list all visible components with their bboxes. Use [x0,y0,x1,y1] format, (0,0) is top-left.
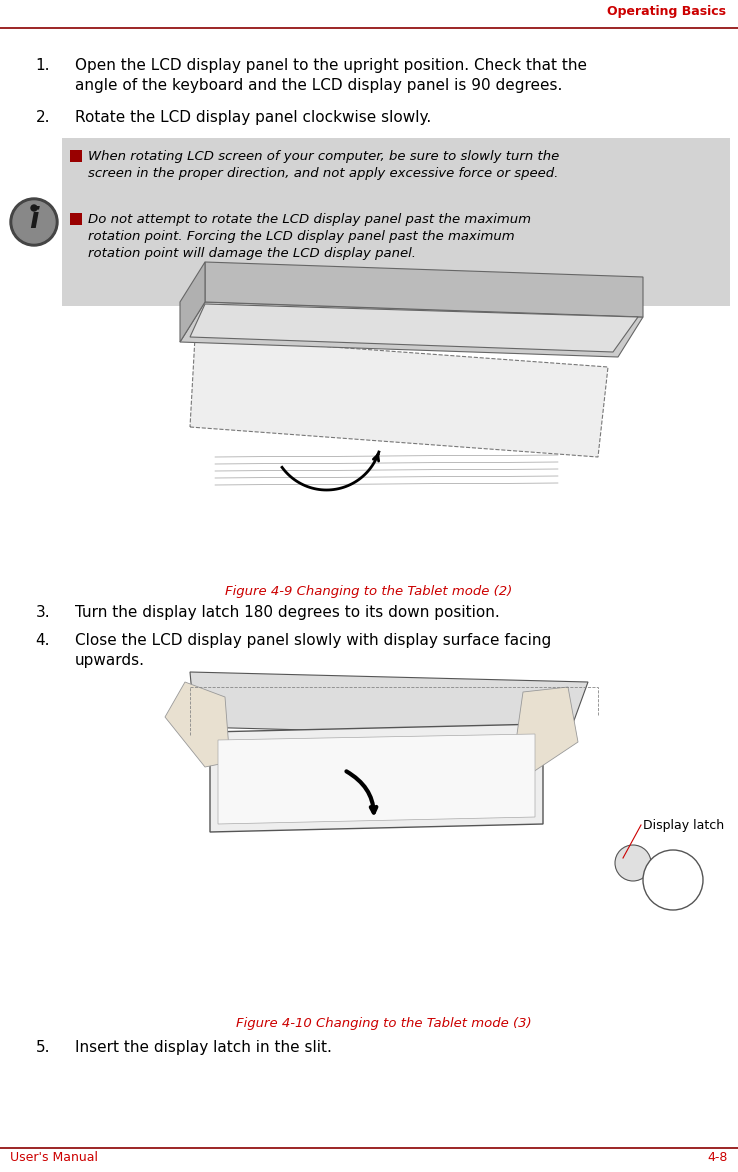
Bar [70,213,82,225]
Circle shape [615,845,651,881]
Bar [70,150,82,162]
Text: i: i [30,206,39,234]
Polygon shape [180,263,205,342]
Text: Turn the display latch 180 degrees to its down position.: Turn the display latch 180 degrees to it… [75,605,500,620]
Text: Do not attempt to rotate the LCD display panel past the maximum
rotation point. : Do not attempt to rotate the LCD display… [88,213,531,260]
Text: Open the LCD display panel to the upright position. Check that the
angle of the : Open the LCD display panel to the uprigh… [75,57,587,93]
Polygon shape [165,682,230,766]
Text: User's Manual: User's Manual [10,1151,98,1164]
Text: Display latch: Display latch [643,818,724,831]
Text: Figure 4-10 Changing to the Tablet mode (3): Figure 4-10 Changing to the Tablet mode … [236,1017,532,1030]
Text: Insert the display latch in the slit.: Insert the display latch in the slit. [75,1040,332,1055]
Polygon shape [190,672,588,737]
Bar [62,138,730,306]
Polygon shape [513,687,578,772]
Polygon shape [218,734,535,824]
Circle shape [13,202,55,243]
Polygon shape [180,302,643,357]
Polygon shape [205,263,643,316]
Text: 4.: 4. [35,633,50,648]
Circle shape [643,850,703,909]
Text: Rotate the LCD display panel clockwise slowly.: Rotate the LCD display panel clockwise s… [75,110,431,125]
Text: 2.: 2. [35,110,50,125]
Circle shape [10,198,58,246]
Bar [155,325,588,563]
Text: Operating Basics: Operating Basics [607,5,726,18]
Text: 4-8: 4-8 [708,1151,728,1164]
Text: 3.: 3. [35,605,50,620]
Polygon shape [190,304,638,352]
Text: Close the LCD display panel slowly with display surface facing
upwards.: Close the LCD display panel slowly with … [75,633,551,668]
Polygon shape [190,338,608,457]
Text: 5.: 5. [35,1040,50,1055]
Bar [140,684,628,995]
Polygon shape [210,724,543,832]
Text: Figure 4-9 Changing to the Tablet mode (2): Figure 4-9 Changing to the Tablet mode (… [225,585,513,598]
Text: When rotating LCD screen of your computer, be sure to slowly turn the
screen in : When rotating LCD screen of your compute… [88,150,559,180]
Text: 1.: 1. [35,57,50,73]
Circle shape [31,205,37,211]
